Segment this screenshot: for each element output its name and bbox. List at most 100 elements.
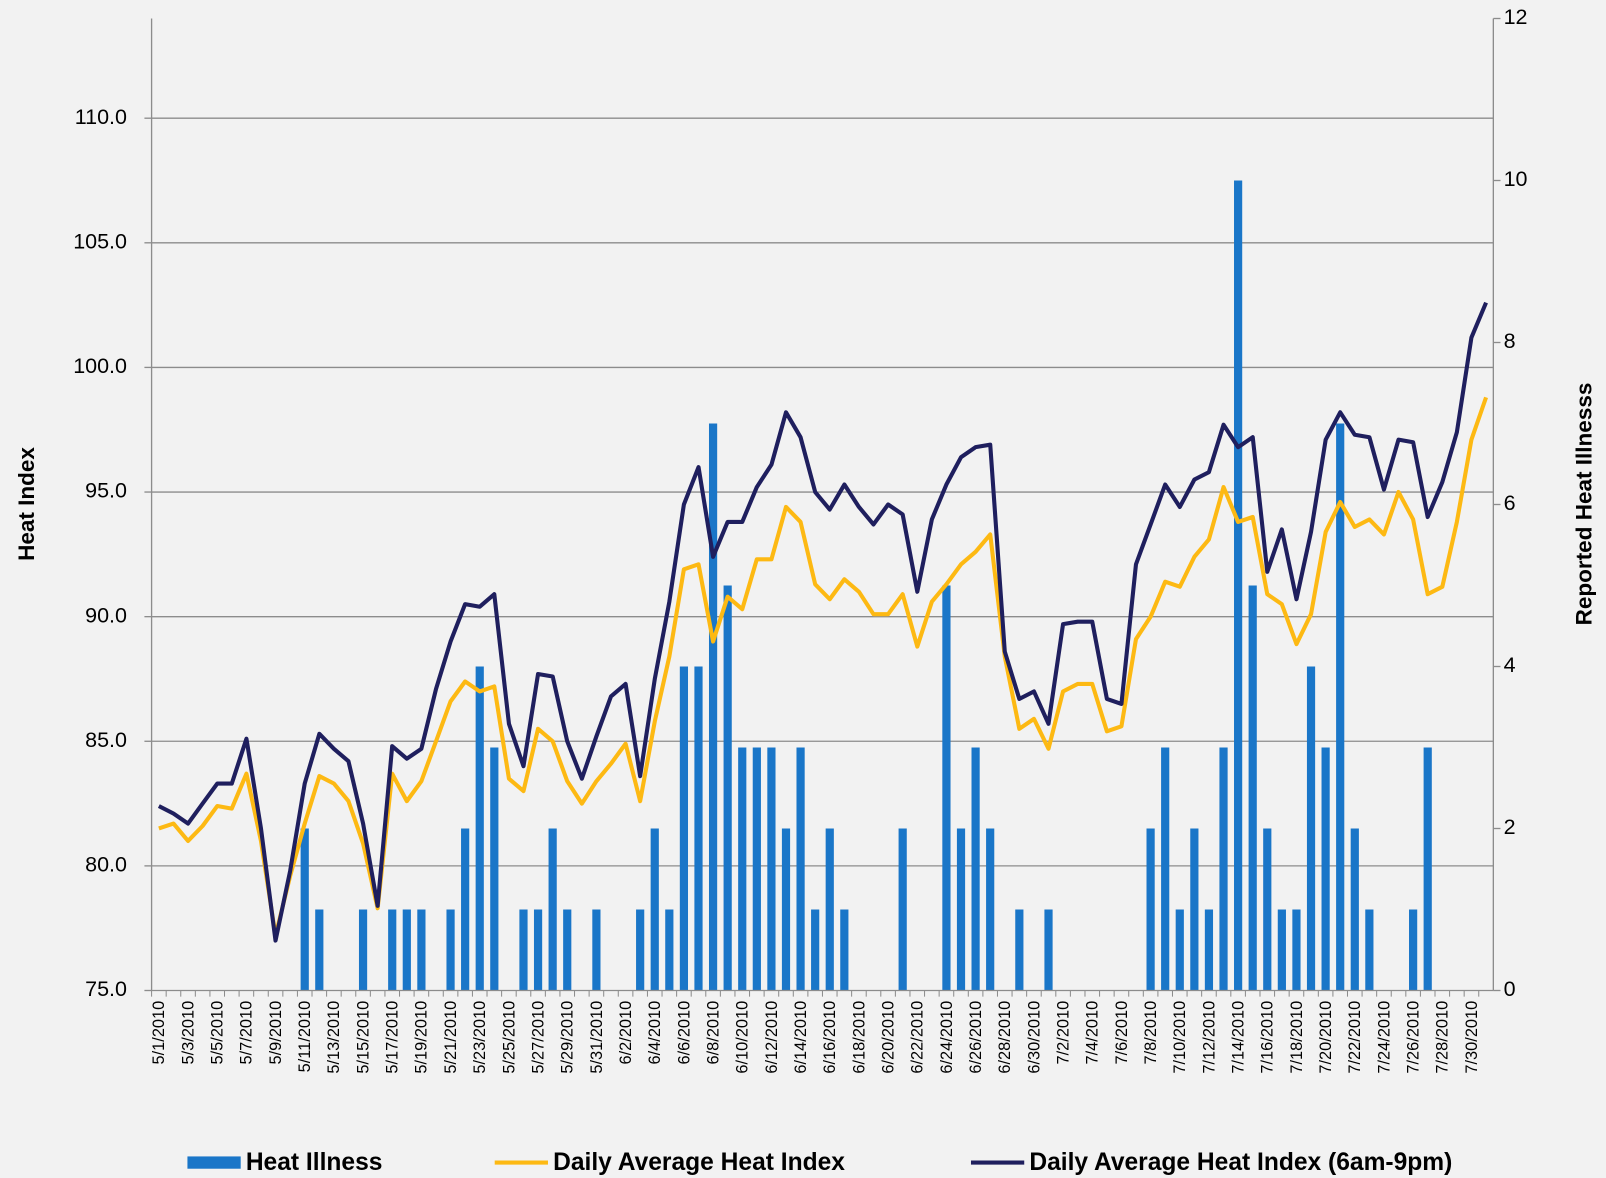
x-tick-label: 6/2/2010 bbox=[617, 1001, 635, 1065]
x-tick-label: 7/18/2010 bbox=[1288, 1001, 1306, 1074]
bar bbox=[1219, 747, 1228, 991]
y2-axis-label: Reported Heat Illnesss bbox=[1572, 383, 1597, 626]
x-tick-label: 6/18/2010 bbox=[850, 1001, 868, 1074]
bar bbox=[956, 828, 966, 991]
bar bbox=[767, 747, 776, 991]
bar bbox=[825, 828, 834, 991]
x-tick-label: 6/14/2010 bbox=[792, 1001, 810, 1074]
bar bbox=[446, 909, 455, 991]
bar bbox=[1350, 828, 1359, 991]
bar bbox=[1190, 828, 1199, 991]
bar bbox=[417, 909, 426, 991]
x-tick-label: 5/19/2010 bbox=[413, 1001, 431, 1074]
bar bbox=[1146, 828, 1155, 991]
bar bbox=[636, 909, 645, 991]
y-tick-label: 85.0 bbox=[85, 728, 127, 752]
bar bbox=[300, 828, 309, 991]
y2-tick-label: 2 bbox=[1504, 815, 1516, 839]
x-tick-label: 7/8/2010 bbox=[1142, 1001, 1160, 1065]
bar bbox=[723, 585, 732, 991]
bar bbox=[1409, 909, 1418, 991]
legend-label: Daily Average Heat Index (6am-9pm) bbox=[1029, 1149, 1452, 1176]
bar bbox=[592, 909, 601, 991]
x-tick-label: 7/10/2010 bbox=[1171, 1001, 1189, 1074]
x-tick-label: 5/21/2010 bbox=[442, 1001, 460, 1074]
y2-tick-label: 10 bbox=[1504, 167, 1528, 191]
x-tick-label: 7/2/2010 bbox=[1054, 1001, 1072, 1065]
line bbox=[158, 396, 1488, 938]
x-tick-label: 7/20/2010 bbox=[1317, 1001, 1335, 1074]
y-axis-label: Heat Index bbox=[14, 447, 39, 561]
x-tick-label: 5/13/2010 bbox=[325, 1001, 343, 1074]
x-tick-label: 5/23/2010 bbox=[471, 1001, 489, 1074]
y-tick-label: 100.0 bbox=[73, 354, 127, 378]
x-tick-label: 5/7/2010 bbox=[238, 1001, 256, 1065]
y-tick-label: 75.0 bbox=[85, 977, 127, 1001]
x-tick-label: 5/31/2010 bbox=[588, 1001, 606, 1074]
y-tick-label: 95.0 bbox=[85, 479, 127, 503]
x-tick-label: 6/22/2010 bbox=[909, 1001, 927, 1074]
x-tick-label: 6/6/2010 bbox=[675, 1001, 693, 1065]
bar bbox=[694, 666, 703, 991]
bar bbox=[796, 747, 805, 991]
y2-tick-label: 6 bbox=[1504, 491, 1516, 515]
legend-label: Daily Average Heat Index bbox=[553, 1149, 845, 1176]
bar bbox=[1248, 585, 1257, 991]
bar bbox=[811, 909, 820, 991]
x-tick-label: 7/22/2010 bbox=[1346, 1001, 1364, 1074]
x-tick-label: 6/16/2010 bbox=[821, 1001, 839, 1074]
x-tick-label: 6/4/2010 bbox=[646, 1001, 664, 1065]
bar bbox=[1175, 909, 1184, 991]
y-tick-label: 105.0 bbox=[73, 229, 127, 253]
x-tick-label: 6/24/2010 bbox=[938, 1001, 956, 1074]
x-tick-label: 5/9/2010 bbox=[267, 1001, 285, 1065]
x-tick-label: 6/26/2010 bbox=[967, 1001, 985, 1074]
bar bbox=[1292, 909, 1301, 991]
bar bbox=[563, 909, 572, 991]
x-tick-label: 7/16/2010 bbox=[1259, 1001, 1277, 1074]
bar bbox=[475, 666, 484, 991]
y2-tick-label: 0 bbox=[1504, 977, 1516, 1001]
x-tick-label: 7/4/2010 bbox=[1084, 1001, 1102, 1065]
bar bbox=[490, 747, 499, 991]
bar bbox=[679, 666, 689, 991]
x-tick-label: 7/12/2010 bbox=[1200, 1001, 1218, 1074]
bar bbox=[840, 909, 849, 991]
x-tick-label: 7/28/2010 bbox=[1434, 1001, 1452, 1074]
bar bbox=[1234, 180, 1243, 991]
bar bbox=[1263, 828, 1272, 991]
x-tick-label: 7/24/2010 bbox=[1375, 1001, 1393, 1074]
bar bbox=[971, 747, 980, 991]
bar bbox=[986, 828, 995, 991]
bar bbox=[1336, 423, 1345, 991]
x-tick-label: 7/14/2010 bbox=[1229, 1001, 1247, 1074]
bar bbox=[519, 909, 528, 991]
bar bbox=[781, 828, 791, 991]
bar bbox=[461, 828, 470, 991]
x-tick-label: 5/11/2010 bbox=[296, 1001, 314, 1073]
x-tick-label: 7/6/2010 bbox=[1113, 1001, 1131, 1065]
bar bbox=[402, 909, 411, 991]
x-tick-label: 6/12/2010 bbox=[763, 1001, 781, 1074]
bar bbox=[315, 909, 324, 991]
x-tick-label: 7/30/2010 bbox=[1463, 1001, 1481, 1074]
y-tick-label: 90.0 bbox=[85, 603, 127, 627]
bar bbox=[898, 828, 907, 991]
x-tick-label: 6/20/2010 bbox=[879, 1001, 897, 1074]
x-tick-label: 6/8/2010 bbox=[704, 1001, 722, 1065]
bar bbox=[388, 909, 397, 991]
y2-tick-label: 4 bbox=[1504, 653, 1516, 677]
x-tick-label: 5/29/2010 bbox=[559, 1001, 577, 1074]
legend-swatch bbox=[187, 1156, 241, 1169]
x-tick-label: 6/28/2010 bbox=[996, 1001, 1014, 1074]
bar bbox=[548, 828, 557, 991]
x-tick-label: 5/27/2010 bbox=[529, 1001, 547, 1074]
bar bbox=[533, 909, 543, 991]
bar bbox=[358, 909, 368, 991]
x-tick-label: 5/17/2010 bbox=[384, 1001, 402, 1074]
y-tick-label: 110.0 bbox=[75, 105, 127, 129]
bar bbox=[1423, 747, 1432, 991]
bar bbox=[1277, 909, 1286, 991]
bar bbox=[738, 747, 747, 991]
